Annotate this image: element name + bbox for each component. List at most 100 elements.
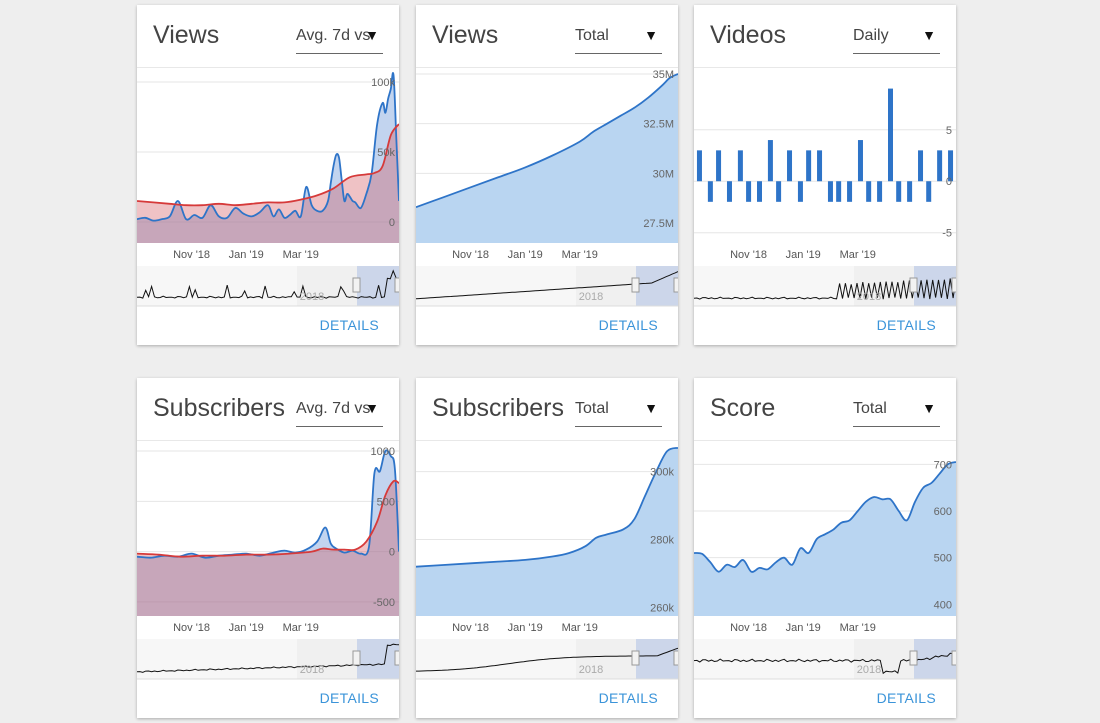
chart-area: 35M 32.5M 30M 27.5M Nov '18 Jan '19 Mar '19 201…: [416, 69, 678, 307]
navigator-handle-right[interactable]: [673, 277, 678, 293]
details-link[interactable]: DETAILS: [319, 317, 379, 333]
navigator-selection[interactable]: [357, 639, 399, 679]
bar[interactable]: [776, 181, 782, 202]
y-tick-label: 300k: [650, 467, 674, 479]
navigator-handle-right[interactable]: [951, 650, 956, 666]
chevron-down-icon: ▼: [922, 400, 936, 416]
bar[interactable]: [767, 140, 773, 182]
metric-dropdown[interactable]: Daily ▼: [853, 25, 940, 54]
navigator-handle-left[interactable]: [631, 650, 640, 666]
metric-dropdown[interactable]: Avg. 7d vs ▼: [296, 25, 383, 54]
chart-area: 700 600 500 400 Nov '18 Jan '19 Mar '19 2018: [694, 459, 956, 680]
series-line[interactable]: [694, 461, 956, 573]
details-link[interactable]: DETAILS: [319, 690, 379, 706]
navigator-selection[interactable]: [636, 639, 678, 679]
navigator[interactable]: 2018: [416, 639, 678, 680]
subscribers-avg-card: Subscribers Avg. 7d vs ▼ 1000 500 0 -500 Nov…: [137, 378, 399, 718]
navigator-handle-right[interactable]: [951, 277, 956, 293]
details-link[interactable]: DETAILS: [876, 690, 936, 706]
navigator-year-label: 2018: [300, 291, 324, 303]
navigator-handle-left[interactable]: [352, 650, 361, 666]
chart-area: 1000 500 0 -500 Nov '18 Jan '19 Mar '19 2018: [137, 446, 399, 680]
x-tick-label: Nov '18: [730, 622, 767, 634]
navigator[interactable]: 2018: [416, 266, 678, 307]
dropdown-value: Avg. 7d vs: [296, 400, 371, 417]
series-line[interactable]: [416, 73, 678, 209]
navigator[interactable]: 2018: [137, 266, 399, 307]
navigator-selection[interactable]: [914, 639, 956, 679]
chevron-down-icon: ▼: [644, 400, 658, 416]
series-area: [137, 124, 399, 243]
bar[interactable]: [857, 140, 863, 182]
navigator-handle-right[interactable]: [673, 650, 678, 666]
bar[interactable]: [937, 150, 943, 182]
navigator-handle-left[interactable]: [352, 277, 361, 293]
navigator-handle-left[interactable]: [631, 277, 640, 293]
x-tick-label: Mar '19: [283, 249, 319, 261]
series-line[interactable]: [416, 446, 678, 568]
y-tick-label: 0: [389, 547, 395, 559]
navigator[interactable]: 2018: [694, 639, 956, 680]
navigator-handle-left[interactable]: [909, 277, 918, 293]
y-tick-label: 30M: [653, 168, 674, 180]
bar[interactable]: [888, 88, 893, 182]
bar[interactable]: [726, 181, 732, 202]
navigator-handle-left[interactable]: [909, 650, 918, 666]
bar[interactable]: [918, 150, 924, 182]
bar[interactable]: [896, 181, 902, 202]
bar[interactable]: [757, 181, 762, 202]
bar[interactable]: [797, 181, 803, 202]
bar[interactable]: [696, 150, 702, 182]
series-line[interactable]: [137, 479, 399, 558]
bar[interactable]: [907, 181, 913, 202]
bar[interactable]: [866, 181, 872, 202]
chevron-down-icon: ▼: [922, 27, 936, 43]
bar[interactable]: [746, 181, 752, 202]
x-tick-label: Mar '19: [562, 249, 598, 261]
metric-dropdown[interactable]: Total ▼: [575, 25, 662, 54]
card-header: Views Total ▼: [416, 5, 678, 68]
series-line[interactable]: [137, 123, 399, 207]
chart-area: 5 0 -5 Nov '18 Jan '19 Mar '19 2018: [694, 88, 956, 307]
navigator-year-label: 2018: [857, 291, 881, 303]
chart-area: 100k 50k 0 Nov '18 Jan '19 Mar '19 2018: [137, 72, 399, 307]
y-tick-label: 5: [946, 125, 952, 137]
bar[interactable]: [806, 150, 812, 182]
card-title: Subscribers: [432, 394, 564, 422]
y-tick-label: 0: [389, 217, 395, 229]
bar[interactable]: [836, 181, 842, 202]
y-tick-label: 700: [934, 459, 952, 471]
bar[interactable]: [877, 181, 883, 202]
navigator-handle-right[interactable]: [394, 650, 399, 666]
bar[interactable]: [737, 150, 743, 182]
bar[interactable]: [847, 181, 853, 202]
bar[interactable]: [787, 150, 793, 182]
y-tick-label: -5: [942, 228, 952, 240]
navigator[interactable]: 2018: [137, 639, 399, 680]
bar[interactable]: [817, 150, 823, 182]
navigator[interactable]: 2018: [694, 266, 956, 307]
series-line[interactable]: [137, 449, 399, 559]
bar[interactable]: [707, 181, 713, 202]
metric-dropdown[interactable]: Avg. 7d vs ▼: [296, 398, 383, 427]
dropdown-value: Total: [575, 27, 609, 44]
details-link[interactable]: DETAILS: [598, 317, 658, 333]
grid-lines: [694, 129, 956, 234]
bar[interactable]: [948, 150, 954, 182]
x-tick-label: Jan '19: [786, 249, 821, 261]
bar[interactable]: [827, 181, 833, 202]
details-link[interactable]: DETAILS: [598, 690, 658, 706]
details-link[interactable]: DETAILS: [876, 317, 936, 333]
metric-dropdown[interactable]: Total ▼: [575, 398, 662, 427]
card-title: Views: [432, 21, 499, 49]
navigator-year-label: 2018: [579, 664, 603, 676]
x-tick-label: Jan '19: [508, 249, 543, 261]
card-header: Views Avg. 7d vs ▼: [137, 5, 399, 68]
bar[interactable]: [716, 150, 722, 182]
navigator-selection[interactable]: [636, 266, 678, 306]
bar[interactable]: [926, 181, 932, 202]
card-header: Subscribers Total ▼: [416, 378, 678, 441]
metric-dropdown[interactable]: Total ▼: [853, 398, 940, 427]
card-header: Videos Daily ▼: [694, 5, 956, 68]
navigator-handle-right[interactable]: [394, 277, 399, 293]
